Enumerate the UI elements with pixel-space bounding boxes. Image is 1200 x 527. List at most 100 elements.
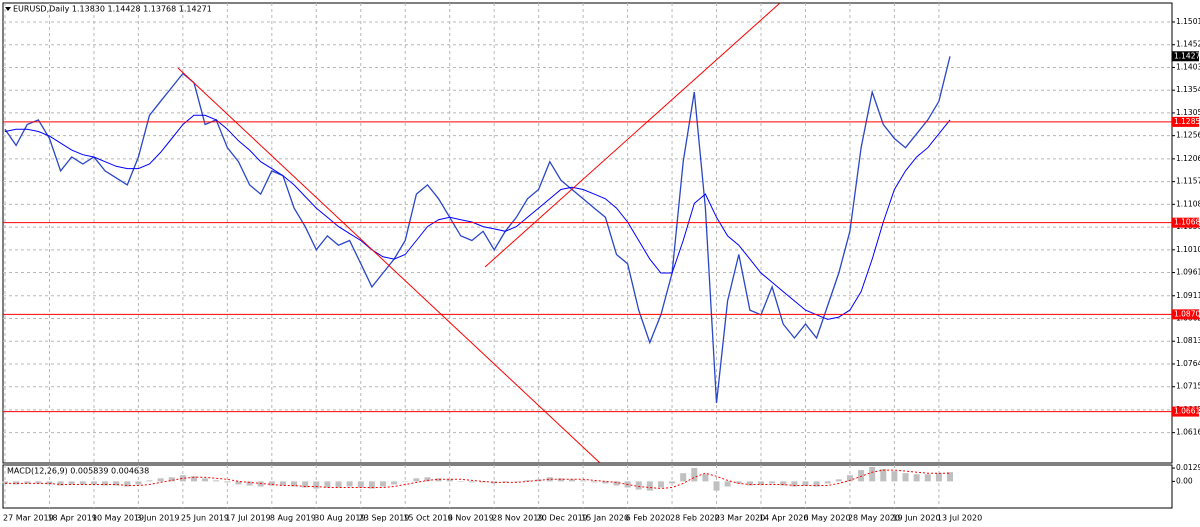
x-tick-label: 3 Jun 2019 [136,514,179,523]
x-tick-label: 28 May 2020 [848,514,900,523]
macd-bar [435,478,442,482]
x-tick-label: 6 May 2020 [803,514,850,523]
x-tick-label: 27 Mar 2019 [3,514,54,523]
macd-bar [357,481,364,488]
macd-bar [257,481,264,487]
last-price-label: 1.14271 [1174,51,1200,60]
level-label: 1.10685 [1174,218,1200,227]
macd-bar [313,481,320,489]
y-tick-label: 1.08130 [1176,336,1200,345]
price-panel [2,2,1173,464]
x-tick-label: 8 Aug 2019 [270,514,316,523]
x-tick-label: 13 Jul 2020 [937,514,982,523]
macd-bar [13,481,20,485]
x-tick-label: 15 Jan 2020 [581,514,629,523]
macd-bar [813,481,820,487]
macd-bar [735,481,742,484]
macd-bar [602,481,609,484]
macd-bar [268,481,275,486]
level-tag [1172,116,1199,127]
y-tick-label: 1.09110 [1176,291,1200,300]
macd-bar [79,481,86,485]
price-line [4,56,951,404]
y-tick-label: 1.11080 [1176,199,1200,208]
macd-bar [758,481,764,485]
macd-bar [791,481,798,487]
x-tick-label: 6 Feb 2020 [626,514,671,523]
macd-bar [858,470,865,482]
macd-bar [168,477,175,482]
x-tick-label: 25 Jun 2019 [181,514,229,523]
macd-bar [702,474,709,482]
macd-bar [446,479,453,482]
x-tick-label: 28 Feb 2020 [670,514,720,523]
macd-title: MACD(12,26,9) 0.005839 0.004638 [7,467,149,476]
y-tick-label: 1.07150 [1176,382,1200,391]
macd-bar [891,471,898,482]
macd-bar [824,481,831,484]
macd-bar [57,481,64,486]
y-tick-label: 1.07640 [1176,359,1200,368]
y-tick-label: 1.13540 [1176,85,1200,94]
y-tick-label: 0.00 [1176,476,1193,485]
macd-bar [368,481,375,489]
macd-bar [291,481,298,487]
x-tick-label: 20 Dec 2019 [537,514,588,523]
macd-bar [335,481,342,488]
macd-bar [413,478,420,482]
macd-bar [680,473,687,482]
macd-bar [279,481,286,486]
y-tick-label: 1.14030 [1176,62,1200,71]
macd-bar [502,481,509,483]
macd-bar [591,481,598,483]
macd-bar [224,481,231,483]
macd-bar [24,481,31,484]
macd-bar [691,468,698,482]
macd-bar [557,478,564,482]
x-tick-label: 28 Nov 2019 [492,514,543,523]
macd-bar [135,481,142,485]
y-tick-label: 1.14520 [1176,40,1200,49]
macd-bar [124,481,131,487]
macd-bar [613,481,620,486]
macd-bar [179,475,186,482]
x-tick-label: 23 Sep 2019 [359,514,410,523]
last-price-tag [1172,51,1199,62]
macd-bar [635,481,642,490]
macd-bar [90,481,97,485]
macd-bar [380,481,386,487]
macd-bar [146,480,153,482]
y-tick-label: 1.11570 [1176,177,1200,186]
level-tag [1172,309,1199,320]
macd-bar [724,481,731,487]
macd-bar [102,481,109,486]
macd-bar [880,469,887,482]
macd-bar [835,479,842,482]
level-tag [1172,217,1199,228]
x-tick-label: 14 Apr 2020 [759,514,808,523]
macd-panel [2,464,1173,509]
macd-bar [580,480,587,482]
macd-bar [669,481,676,484]
y-tick-label: 1.13050 [1176,108,1200,117]
macd-bar [513,481,520,482]
macd-bar [202,478,209,482]
macd-bar [869,467,876,482]
macd-bar [713,481,720,491]
macd-bar [424,477,431,482]
macd-bar [391,481,398,485]
chart-title: EURUSD,Daily 1.13830 1.14428 1.13768 1.1… [13,5,212,14]
y-tick-label: 1.09610 [1176,268,1200,277]
trend-line [484,3,781,268]
macd-bar [468,481,475,483]
macd-bar [491,481,498,484]
macd-bar [324,481,331,488]
level-label: 1.06614 [1174,407,1200,416]
macd-bar [68,481,75,485]
macd-bar [569,479,575,482]
trend-lines [177,3,781,463]
macd-bar [2,481,8,484]
